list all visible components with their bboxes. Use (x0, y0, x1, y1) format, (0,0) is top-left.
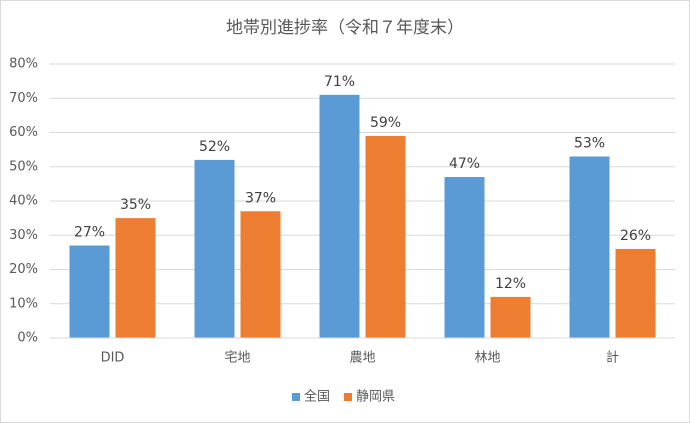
y-tick-label: 20% (9, 262, 38, 277)
value-label: 47% (449, 156, 480, 172)
legend-label: 静岡県 (356, 390, 395, 405)
bar (319, 94, 360, 338)
x-tick-label: 林地 (474, 351, 500, 366)
bar (240, 211, 281, 338)
bar (615, 248, 656, 338)
y-tick-label: 50% (9, 159, 38, 174)
value-label: 35% (120, 197, 151, 213)
y-tick-label: 10% (9, 296, 38, 311)
value-label: 59% (370, 115, 401, 131)
value-label: 37% (245, 190, 276, 206)
bar (490, 296, 531, 338)
y-tick-label: 70% (9, 91, 38, 106)
bar (569, 156, 610, 338)
value-label: 26% (620, 228, 651, 244)
value-label: 27% (74, 225, 105, 241)
x-tick-label: 農地 (349, 351, 375, 366)
y-tick-label: 30% (9, 228, 38, 243)
x-tick-label: 計 (606, 350, 619, 366)
value-label: 71% (324, 74, 355, 90)
y-tick-label: 60% (9, 125, 38, 140)
bar (69, 245, 110, 338)
x-tick-label: 宅地 (224, 351, 250, 366)
value-label: 53% (574, 135, 605, 151)
value-label: 12% (495, 276, 526, 292)
legend-marker (292, 393, 300, 401)
bar (444, 177, 485, 338)
bar (365, 135, 406, 338)
chart-title: 地帯別進捗率（令和７年度末） (226, 18, 464, 38)
bar (194, 159, 235, 338)
legend-label: 全国 (304, 389, 330, 405)
legend-marker (344, 393, 353, 401)
y-tick-label: 40% (9, 194, 38, 209)
y-tick-label: 0% (17, 331, 38, 346)
bar (115, 218, 156, 338)
x-tick-label: DID (101, 351, 125, 366)
value-label: 52% (199, 139, 230, 155)
y-tick-label: 80% (9, 57, 38, 72)
